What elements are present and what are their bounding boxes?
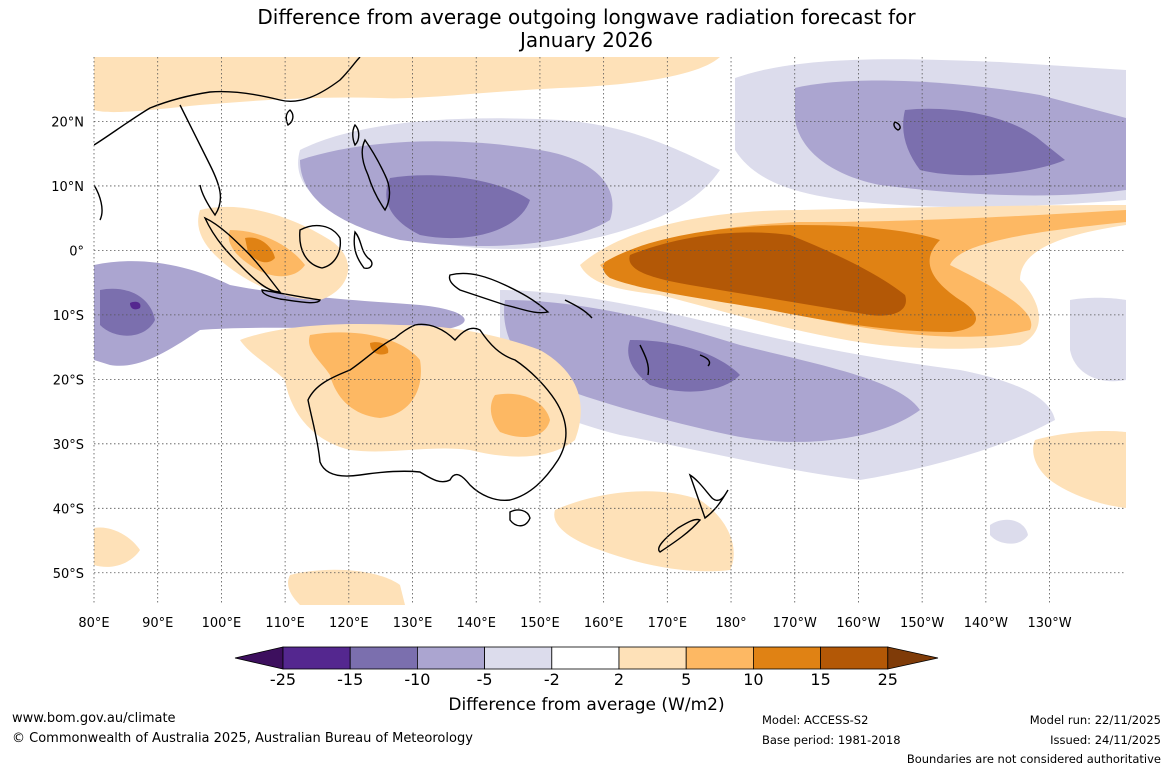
colorbar-swatch [618, 646, 687, 670]
coast-india-east [94, 184, 103, 221]
coast-new-guinea [448, 272, 550, 314]
coast-hainan-taiwan [285, 109, 360, 147]
coast-philippines [361, 138, 391, 212]
pos-region-central-pacific-core [629, 232, 906, 316]
longitude-tick-label: 140°W [964, 616, 1008, 631]
coast-vanuatu-fiji [639, 344, 711, 376]
colorbar-swatch [551, 646, 620, 670]
longitude-tick-label: 80°E [78, 616, 109, 631]
pos-region-tasman [554, 491, 734, 572]
colorbar [234, 646, 939, 670]
colorbar-level-label: -15 [337, 670, 364, 689]
latitude-labels: 20°N 10°N 0° 10°S 20°S 30°S 40°S 50°S [51, 115, 84, 581]
longitude-tick-label: 160°W [836, 616, 880, 631]
colorbar-swatch [820, 646, 889, 670]
gridlines [93, 57, 1126, 605]
colorbar-arrow-max [887, 646, 939, 670]
chart-title-line2: January 2026 [519, 28, 654, 52]
pos-region-southeast-pacific [1033, 430, 1126, 508]
latitude-tick-label: 0° [69, 244, 84, 259]
colorbar-level-label: -25 [269, 670, 297, 689]
pos-region-sumatra-core [245, 237, 275, 263]
longitude-tick-label: 150°W [900, 616, 944, 631]
latitude-tick-label: 30°S [53, 438, 84, 453]
neg-region-spcz-core [628, 340, 740, 392]
colorbar-level-label: -2 [543, 670, 560, 689]
longitude-tick-label: 140°E [456, 616, 496, 631]
longitude-tick-label: 90°E [142, 616, 173, 631]
copyright-text: © Commonwealth of Australia 2025, Austra… [12, 731, 473, 746]
latitude-tick-label: 40°S [53, 502, 84, 517]
colorbar-level-label: 15 [810, 670, 831, 689]
coast-new-zealand-north [688, 473, 729, 520]
longitude-tick-label: 130°E [393, 616, 433, 631]
model-name: Model: ACCESS-S2 [762, 713, 869, 727]
colorbar-swatch [349, 646, 418, 670]
latitude-tick-label: 20°N [51, 115, 84, 130]
colorbar-level-label: 5 [681, 670, 692, 689]
longitude-tick-label: 160°E [584, 616, 624, 631]
coast-java [261, 289, 321, 304]
latitude-tick-label: 50°S [53, 567, 84, 582]
colorbar-arrow-min [234, 646, 284, 670]
website-link[interactable]: www.bom.gov.au/climate [12, 711, 176, 726]
coast-australia [307, 323, 567, 502]
pos-region-southwest [94, 527, 140, 567]
boundaries-disclaimer: Boundaries are not considered authoritat… [906, 752, 1161, 766]
colorbar-level-label: 10 [743, 670, 764, 689]
longitude-tick-label: 170°E [648, 616, 688, 631]
colorbar-level-label: -5 [476, 670, 493, 689]
coast-asia-mainland [94, 57, 361, 217]
pos-region-southern-ocean [288, 569, 405, 605]
coast-solomons [564, 299, 593, 319]
colorbar-swatch [753, 646, 822, 670]
latitude-tick-label: 10°S [53, 309, 84, 324]
longitude-tick-label: 120°E [329, 616, 369, 631]
longitude-tick-label: 170°W [773, 616, 817, 631]
colorbar-swatch [484, 646, 553, 670]
pos-region-australia-mid [309, 332, 421, 418]
neg-region-east-pacific [1070, 297, 1126, 382]
neg-region-indian-core [100, 288, 155, 336]
neg-region-small-dark [130, 301, 141, 310]
coast-sulawesi [353, 230, 373, 270]
colorbar-title: Difference from average (W/m2) [448, 695, 725, 715]
neg-region-north-pacific-core [903, 108, 1065, 176]
longitude-labels: 80°E 90°E 100°E 110°E 120°E 130°E 140°E 150°E 16… [78, 616, 1071, 631]
model-run-date: Model run: 22/11/2025 [1029, 713, 1161, 727]
colorbar-swatch [282, 646, 351, 670]
coast-new-zealand-south [658, 518, 702, 553]
coast-borneo [299, 224, 342, 269]
coast-hawaii [893, 121, 901, 131]
longitude-tick-label: 180° [715, 616, 746, 631]
neg-region-small-south [990, 519, 1028, 544]
colorbar-swatch [685, 646, 754, 670]
coastlines [94, 57, 901, 553]
issued-date: Issued: 24/11/2025 [1050, 733, 1161, 747]
base-period: Base period: 1981-2018 [762, 733, 901, 747]
longitude-tick-label: 130°W [1027, 616, 1071, 631]
colorbar-swatch [416, 646, 485, 670]
latitude-tick-label: 20°S [53, 373, 84, 388]
coast-tasmania [509, 509, 531, 527]
colorbar-level-label: 25 [877, 670, 898, 689]
chart-title-line1: Difference from average outgoing longwav… [257, 5, 916, 29]
longitude-tick-label: 100°E [202, 616, 242, 631]
anomaly-shading [94, 57, 1126, 605]
colorbar-level-label: 2 [613, 670, 625, 689]
longitude-tick-label: 150°E [520, 616, 560, 631]
latitude-tick-label: 10°N [51, 180, 84, 195]
neg-region-indian-ocean [94, 261, 465, 366]
neg-region-maritime-core [386, 175, 530, 239]
colorbar-level-label: -10 [404, 670, 431, 689]
coast-sumatra [203, 216, 282, 293]
longitude-tick-label: 110°E [265, 616, 305, 631]
pos-region-north-asia [94, 57, 720, 113]
pos-region-australia-east [490, 393, 550, 437]
